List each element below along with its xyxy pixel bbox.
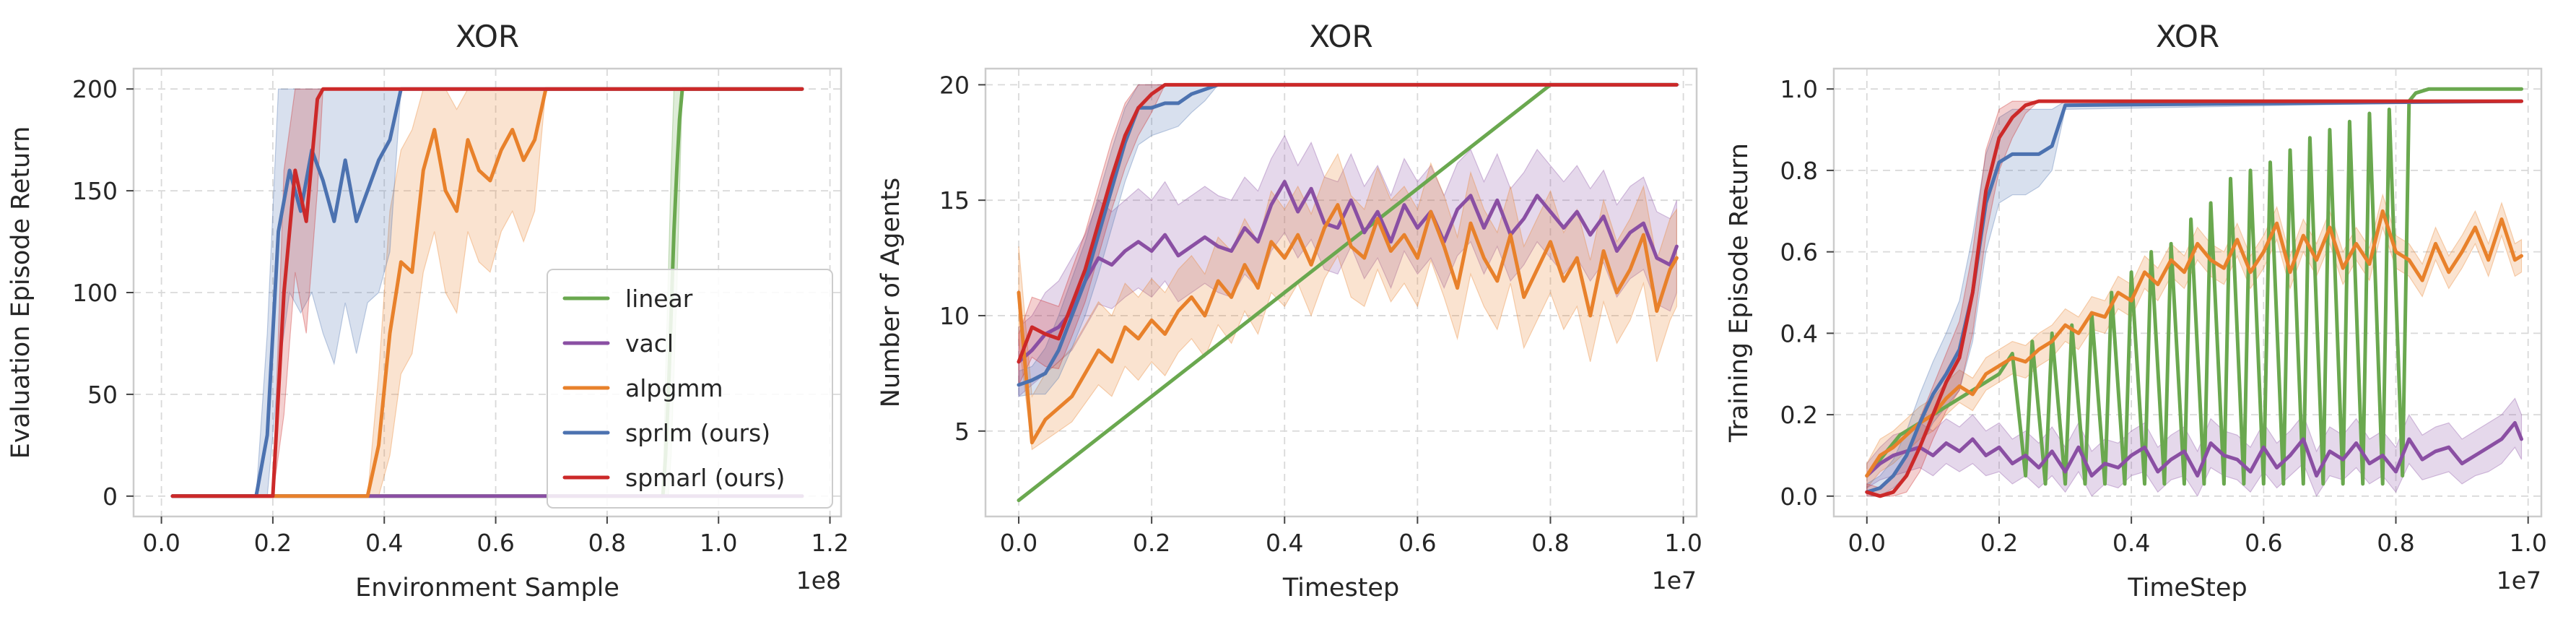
y-tick-label: 0	[103, 483, 118, 511]
series-line-vacl	[1865, 420, 2523, 478]
chart-panel-3: 0.0 0.2 0.4 0.6 0.8 1.0 0.0 0.2 0.4 0.6 0.8 1.0 XOR T…	[1725, 19, 2547, 602]
series-line-alpgmm	[1865, 209, 2523, 478]
chart-title: XOR	[2156, 19, 2219, 54]
y-tick-label: 0.4	[1780, 319, 1818, 347]
y-axis-label: Number of Agents	[876, 178, 905, 407]
y-tick-label: 150	[72, 177, 118, 205]
y-tick-label: 20	[939, 71, 970, 99]
series-line-vacl	[1017, 180, 1679, 364]
x-tick-label: 0.2	[1980, 529, 2018, 557]
x-axis-label: Environment Sample	[355, 574, 619, 602]
series-line-spmarl-ours	[1865, 99, 2523, 498]
x-tick-label: 1.0	[700, 529, 737, 557]
series-line-spmarl-ours	[170, 87, 804, 498]
legend-label-linear: linear	[625, 285, 693, 313]
x-tick-label: 0.2	[254, 529, 292, 557]
x-tick-label: 0.8	[2377, 529, 2414, 557]
y-tick-label: 50	[87, 381, 118, 409]
y-tick-label: 10	[939, 302, 970, 330]
plot-frame	[984, 67, 1698, 518]
chart-title: XOR	[456, 19, 519, 54]
series-line-spmarl-ours	[1017, 82, 1679, 364]
legend-label-vacl: vacl	[625, 329, 674, 358]
x-axis-label: TimeStep	[2127, 574, 2247, 602]
x-tick-label: 0.4	[365, 529, 403, 557]
y-axis-label: Evaluation Episode Return	[6, 126, 35, 459]
band-alpgmm	[1018, 152, 1677, 451]
y-tick-label: 0.8	[1780, 157, 1818, 185]
series-line-alpgmm	[170, 87, 804, 498]
plots-group: 0.0 0.2 0.4 0.6 0.8 1.0 1.2 0 50 100 150 200 XOR Envi…	[6, 19, 2547, 602]
legend-label-spmarl-ours: spmarl (ours)	[625, 464, 785, 492]
series-line-sprlm-ours	[170, 87, 804, 498]
y-axis-label: Training Episode Return	[1725, 143, 1754, 443]
x-tick-label: 0.4	[1266, 529, 1303, 557]
legend-label-sprlm-ours: sprlm (ours)	[625, 419, 770, 447]
y-tick-label: 5	[954, 418, 970, 446]
y-tick-label: 100	[72, 279, 118, 307]
y-tick-label: 0.6	[1780, 238, 1818, 267]
x-tick-label: 0.8	[588, 529, 626, 557]
x-tick-label: 0.6	[1398, 529, 1436, 557]
series-line-alpgmm	[1017, 203, 1679, 445]
x-tick-label: 1.0	[2509, 529, 2546, 557]
chart-panel-1: 0.0 0.2 0.4 0.6 0.8 1.0 1.2 0 50 100 150 200 XOR Envi…	[6, 19, 849, 602]
x-tick-label: 0.0	[1848, 529, 1886, 557]
y-tick-label: 15	[939, 186, 970, 215]
x-tick-label: 0.8	[1531, 529, 1569, 557]
x-tick-label: 1.0	[1664, 529, 1702, 557]
chart-title: XOR	[1309, 19, 1372, 54]
series-line-sprlm-ours	[1017, 82, 1679, 387]
x-axis-multiplier: 1e7	[1652, 566, 1697, 594]
y-tick-label: 0.2	[1780, 401, 1818, 429]
x-axis-label: Timestep	[1282, 574, 1399, 602]
x-tick-label: 0.4	[2112, 529, 2150, 557]
x-axis-multiplier: 1e7	[2497, 566, 2541, 594]
plot-frame	[1832, 67, 2543, 518]
x-tick-label: 1.2	[811, 529, 848, 557]
x-tick-label: 0.0	[142, 529, 180, 557]
band-sprlm-ours	[173, 88, 802, 497]
x-tick-label: 0.0	[1000, 529, 1037, 557]
chart-panel-2: 0.0 0.2 0.4 0.6 0.8 1.0 5 10 15 20 XOR Timestep Numb…	[876, 19, 1702, 602]
y-tick-label: 1.0	[1780, 75, 1818, 103]
band-vacl	[1866, 397, 2523, 498]
x-axis-multiplier: 1e8	[796, 566, 841, 594]
x-tick-label: 0.2	[1133, 529, 1170, 557]
x-tick-label: 0.6	[477, 529, 514, 557]
legend: linear vacl alpgmm sprlm (ours) spmarl (ours…	[547, 269, 833, 509]
band-spmarl-ours	[173, 88, 802, 497]
x-tick-label: 0.6	[2245, 529, 2282, 557]
legend-label-alpgmm: alpgmm	[625, 374, 723, 402]
y-tick-label: 200	[72, 75, 118, 103]
legend-box	[547, 269, 833, 509]
y-tick-label: 0.0	[1780, 483, 1818, 511]
